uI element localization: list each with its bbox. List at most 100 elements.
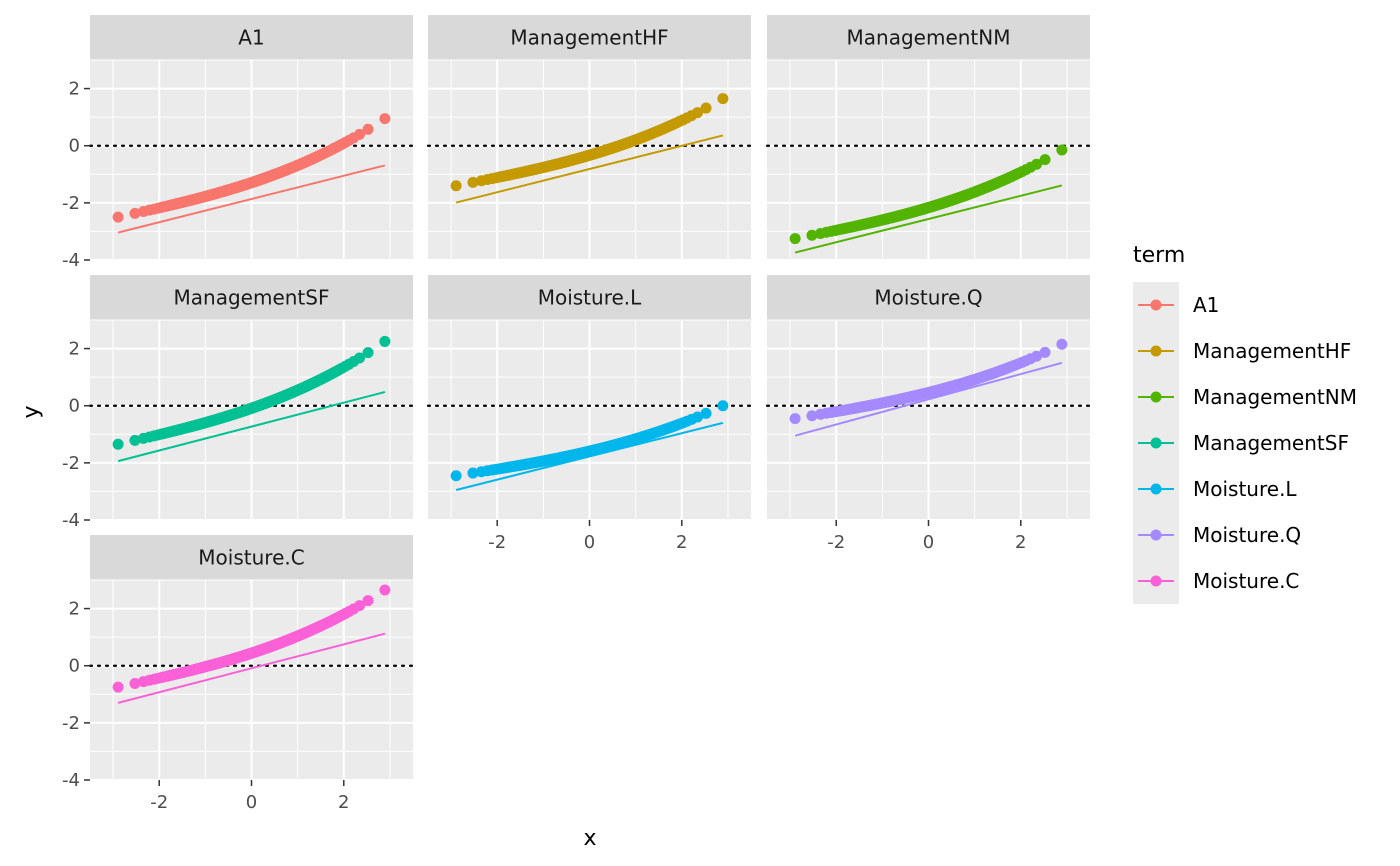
qq-points <box>450 93 729 192</box>
qq-point <box>129 434 141 446</box>
facet-panel-moisture-c: Moisture.C -4 -2 0 2 -2 0 2 <box>62 535 415 813</box>
facet-strip-moisture-q <box>767 275 1090 320</box>
legend-item-moisture-c: Moisture.C <box>1133 558 1299 604</box>
facet-strip-a1 <box>90 15 413 60</box>
qq-point <box>789 413 801 425</box>
qq-point <box>112 211 124 223</box>
y-tick-label: 0 <box>69 396 80 417</box>
facet-panel-moisture-q: Moisture.Q -2 0 2 <box>765 275 1092 553</box>
legend-key-point <box>1150 391 1162 403</box>
legend-key-point <box>1150 345 1162 357</box>
facet-strip-label: Moisture.Q <box>874 286 982 310</box>
y-tick-label: 2 <box>69 339 80 360</box>
qq-fit-line <box>455 134 724 204</box>
qq-point <box>129 207 141 219</box>
y-tick-label: -4 <box>62 510 80 531</box>
legend-item-managementnm: ManagementNM <box>1133 374 1357 420</box>
qq-point <box>450 470 462 482</box>
qq-point <box>362 347 374 359</box>
legend-item-managementhf: ManagementHF <box>1133 328 1351 374</box>
qq-point <box>467 176 479 188</box>
facet-strip-managementnm <box>767 15 1090 60</box>
legend-key-point <box>1150 529 1162 541</box>
qq-point <box>129 677 141 689</box>
qq-points <box>112 335 391 450</box>
qq-point <box>354 352 366 364</box>
x-tick-label: -2 <box>488 532 506 553</box>
x-tick-label: 0 <box>584 532 595 553</box>
facet-strip-label: ManagementNM <box>847 26 1011 50</box>
y-tick-label: 2 <box>69 599 80 620</box>
legend-label: A1 <box>1193 293 1219 317</box>
legend-key-point <box>1150 575 1162 587</box>
legend-label: ManagementNM <box>1193 385 1357 409</box>
legend-item-moisture-q: Moisture.Q <box>1133 512 1301 558</box>
qq-point <box>789 233 801 245</box>
facet-panel-managementsf: ManagementSF -4 -2 0 2 <box>62 275 415 531</box>
qq-point <box>379 335 391 347</box>
qq-point <box>1039 346 1051 358</box>
x-axis-title: x <box>583 826 596 851</box>
qq-point <box>806 229 818 241</box>
qq-points <box>112 584 391 693</box>
qq-point <box>717 93 729 105</box>
qq-point <box>717 400 729 412</box>
qq-point <box>354 128 366 140</box>
x-tick-label: 2 <box>1015 532 1026 553</box>
legend-label: Moisture.Q <box>1193 523 1301 547</box>
legend-label: Moisture.C <box>1193 569 1299 593</box>
qq-point <box>700 407 712 419</box>
qq-fit-line <box>117 632 386 704</box>
qq-points <box>789 144 1068 245</box>
y-tick-label: 0 <box>69 136 80 157</box>
qq-point <box>362 123 374 135</box>
y-tick-label: 2 <box>69 79 80 100</box>
legend-label: ManagementSF <box>1193 431 1349 455</box>
facet-panel-managementhf: ManagementHF <box>426 15 753 261</box>
qq-points <box>789 338 1068 425</box>
legend-item-managementsf: ManagementSF <box>1133 420 1349 466</box>
facet-strip-label: ManagementHF <box>510 26 668 50</box>
x-tick-label: 0 <box>246 792 257 813</box>
y-tick-label: 0 <box>69 656 80 677</box>
legend-key-point <box>1150 483 1162 495</box>
qq-point <box>1031 158 1043 170</box>
qq-points <box>112 113 391 223</box>
facet-strip-label: ManagementSF <box>174 286 330 310</box>
qq-point <box>1056 144 1068 156</box>
qq-fit-line <box>117 164 386 234</box>
legend-label: ManagementHF <box>1193 339 1351 363</box>
legend-key-point <box>1150 437 1162 449</box>
legend-item-moisture-l: Moisture.L <box>1133 466 1297 512</box>
x-tick-label: 2 <box>338 792 349 813</box>
facet-panel-moisture-l: Moisture.L -2 0 2 <box>426 275 753 553</box>
facet-strip-label: Moisture.L <box>538 286 642 310</box>
x-tick-label: -2 <box>827 532 845 553</box>
qq-point <box>450 180 462 192</box>
qq-point <box>379 113 391 125</box>
legend-label: Moisture.L <box>1193 477 1297 501</box>
qq-point <box>379 584 391 596</box>
qq-point <box>112 681 124 693</box>
qq-fit-line <box>794 184 1063 254</box>
qq-point <box>1056 338 1068 350</box>
y-tick-label: -4 <box>62 770 80 791</box>
x-tick-label: -2 <box>150 792 168 813</box>
facet-strip-moisture-l <box>428 275 751 320</box>
facet-strip-moisture-c <box>90 535 413 580</box>
facet-strip-label: Moisture.C <box>198 546 304 570</box>
legend-key-point <box>1150 299 1162 311</box>
y-tick-label: -4 <box>62 250 80 271</box>
qq-fit-line <box>794 361 1063 437</box>
qq-point <box>700 102 712 114</box>
qq-point <box>467 467 479 479</box>
facet-panel-managementnm: ManagementNM <box>765 15 1092 261</box>
y-tick-label: -2 <box>62 193 80 214</box>
y-tick-label: -2 <box>62 713 80 734</box>
qq-point <box>692 411 704 423</box>
qq-point <box>112 438 124 450</box>
qq-point <box>1039 154 1051 166</box>
qq-point <box>354 600 366 612</box>
qq-point <box>692 107 704 119</box>
y-tick-label: -2 <box>62 453 80 474</box>
